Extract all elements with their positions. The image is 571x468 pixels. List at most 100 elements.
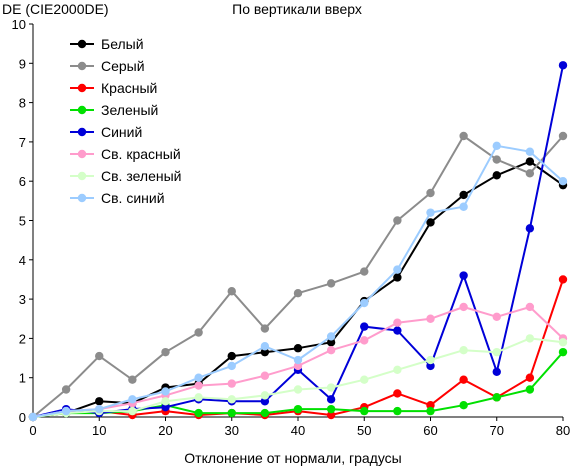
data-point <box>393 265 401 273</box>
data-point <box>459 191 467 199</box>
data-point <box>526 374 534 382</box>
legend-marker <box>78 84 86 92</box>
x-tick-label: 60 <box>423 423 437 438</box>
legend-marker <box>78 150 86 158</box>
legend-label: Св. зеленый <box>101 168 181 184</box>
data-point <box>426 356 434 364</box>
data-point <box>161 348 169 356</box>
data-point <box>62 385 70 393</box>
data-point <box>493 348 501 356</box>
y-tick-label: 2 <box>19 331 26 346</box>
data-point <box>493 171 501 179</box>
data-point <box>360 267 368 275</box>
data-point <box>261 409 269 417</box>
data-point <box>294 344 302 352</box>
data-point <box>459 271 467 279</box>
data-point <box>393 389 401 397</box>
legend: Белый Серый Красный Зеленый Синий Св. красный… <box>70 36 181 206</box>
data-point <box>194 374 202 382</box>
data-point <box>559 61 567 69</box>
data-point <box>360 299 368 307</box>
data-point <box>327 332 335 340</box>
legend-item: Белый <box>70 36 144 52</box>
legend-item: Серый <box>70 58 145 74</box>
legend-item: Св. зеленый <box>70 168 181 184</box>
series-line <box>33 146 563 417</box>
y-tick-label: 7 <box>19 135 26 150</box>
x-tick-label: 70 <box>490 423 504 438</box>
data-point <box>95 405 103 413</box>
data-point <box>559 132 567 140</box>
data-point <box>194 393 202 401</box>
data-point <box>559 275 567 283</box>
legend-label: Красный <box>101 80 157 96</box>
data-point <box>194 409 202 417</box>
data-point <box>228 352 236 360</box>
legend-label: Синий <box>101 124 142 140</box>
data-point <box>161 397 169 405</box>
legend-item: Зеленый <box>70 102 158 118</box>
x-axis-title: Отклонение от нормали, градусы <box>184 450 401 466</box>
data-point <box>526 334 534 342</box>
data-point <box>426 407 434 415</box>
data-point <box>228 379 236 387</box>
axes: 0123456789100 10 20 30 40 50 60 70 80 <box>12 17 571 438</box>
data-point <box>559 348 567 356</box>
data-point <box>459 346 467 354</box>
data-point <box>426 315 434 323</box>
data-point <box>360 336 368 344</box>
data-point <box>294 385 302 393</box>
data-point <box>493 155 501 163</box>
data-point <box>493 368 501 376</box>
data-point <box>426 189 434 197</box>
data-point <box>261 324 269 332</box>
x-tick-label: 40 <box>291 423 305 438</box>
legend-marker <box>78 172 86 180</box>
legend-label: Белый <box>101 36 144 52</box>
y-tick-label: 5 <box>19 214 26 229</box>
x-tick-label: 50 <box>357 423 371 438</box>
legend-marker <box>78 106 86 114</box>
data-point <box>128 407 136 415</box>
data-point <box>228 287 236 295</box>
x-tick-label: 20 <box>158 423 172 438</box>
data-point <box>128 395 136 403</box>
y-tick-label: 4 <box>19 253 26 268</box>
data-point <box>360 407 368 415</box>
data-point <box>327 405 335 413</box>
legend-item: Св. красный <box>70 146 181 162</box>
data-point <box>393 216 401 224</box>
legend-label: Св. красный <box>101 146 181 162</box>
data-point <box>29 413 37 421</box>
data-point <box>261 391 269 399</box>
data-point <box>459 132 467 140</box>
data-point <box>327 383 335 391</box>
data-point <box>194 328 202 336</box>
x-tick-label: 10 <box>92 423 106 438</box>
legend-item: Красный <box>70 80 157 96</box>
data-point <box>426 208 434 216</box>
data-point <box>261 372 269 380</box>
x-tick-label: 0 <box>29 423 36 438</box>
data-point <box>327 279 335 287</box>
data-point <box>228 395 236 403</box>
data-point <box>493 313 501 321</box>
y-tick-label: 0 <box>19 410 26 425</box>
data-point <box>62 407 70 415</box>
data-point <box>526 385 534 393</box>
data-point <box>526 169 534 177</box>
data-point <box>194 381 202 389</box>
y-axis-title: DE (CIE2000DE) <box>2 1 109 17</box>
data-point <box>95 352 103 360</box>
data-point <box>493 393 501 401</box>
data-point <box>228 362 236 370</box>
legend-item: Синий <box>70 124 142 140</box>
data-point <box>360 322 368 330</box>
y-tick-label: 6 <box>19 174 26 189</box>
legend-label: Св. синий <box>101 190 165 206</box>
data-point <box>526 148 534 156</box>
data-point <box>459 303 467 311</box>
data-point <box>128 375 136 383</box>
data-point <box>294 289 302 297</box>
